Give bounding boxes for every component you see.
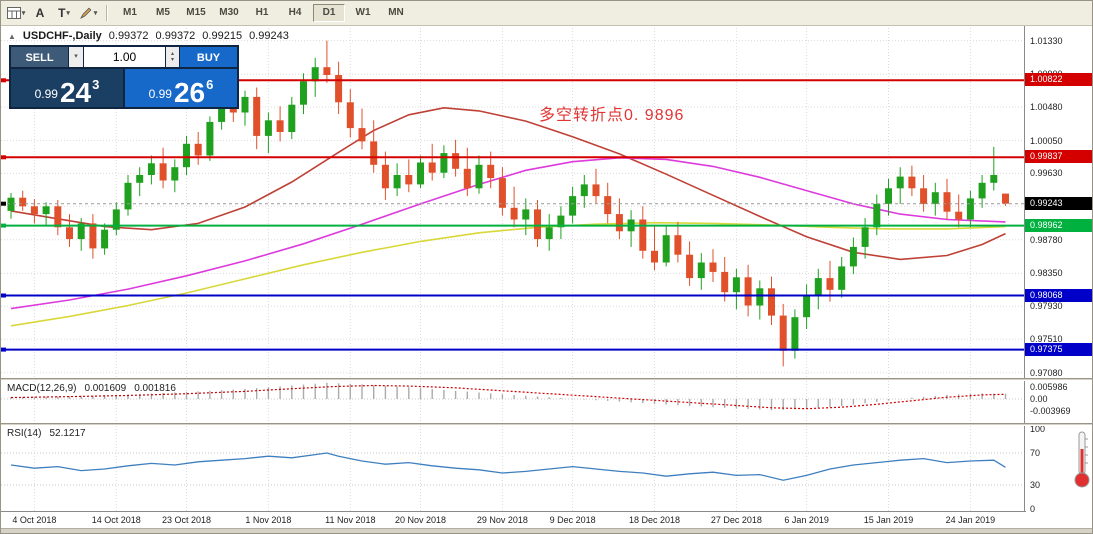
stepper-up-icon[interactable]: ▴ xyxy=(170,51,174,57)
date-axis-label: 14 Oct 2018 xyxy=(91,515,141,525)
macd-value-main: 0.001609 xyxy=(84,383,127,394)
chevron-down-icon: ▾ xyxy=(93,10,98,17)
symbol-name: USDCHF-,Daily xyxy=(22,30,102,42)
macd-scale-label: 0.005986 xyxy=(1030,382,1068,392)
date-axis-label: 4 Oct 2018 xyxy=(12,515,57,525)
sell-button[interactable]: SELL xyxy=(11,47,68,67)
collapse-trade-panel-button[interactable]: ▲ xyxy=(8,31,16,41)
sell-price-prefix: 0.99 xyxy=(34,87,58,101)
timeframe-button-h1[interactable]: H1 xyxy=(255,7,269,18)
lot-size-input[interactable] xyxy=(84,47,165,67)
lot-size-stepper[interactable]: ▴ ▾ xyxy=(166,47,179,67)
letter-t-icon: T xyxy=(58,6,66,20)
rsi-indicator-canvas[interactable] xyxy=(1,426,1026,511)
macd-title: MACD(12,26,9) xyxy=(7,383,77,394)
macd-indicator-canvas[interactable] xyxy=(1,381,1026,423)
rsi-value: 52.1217 xyxy=(49,428,86,439)
date-axis-label: 23 Oct 2018 xyxy=(161,515,212,525)
quote-low: 0.99215 xyxy=(202,30,243,42)
sell-price-big-digits: 24 xyxy=(59,77,92,109)
sell-price-display[interactable]: 0.99 24 3 xyxy=(11,69,123,107)
timeframe-button-m30[interactable]: M30 xyxy=(219,7,239,18)
timeframe-button-m1[interactable]: M1 xyxy=(123,7,137,18)
price-level-label: 0.98068 xyxy=(1025,288,1092,302)
date-axis-label: 18 Dec 2018 xyxy=(628,515,681,525)
timeframe-button-m15[interactable]: M15 xyxy=(186,7,206,18)
price-level-label: 0.98962 xyxy=(1025,218,1092,232)
macd-label: MACD(12,26,9) 0.001609 0.001816 xyxy=(7,383,176,394)
chevron-down-icon: ▾ xyxy=(21,10,26,17)
price-level-label: 0.99837 xyxy=(1025,150,1092,164)
date-axis-label: 11 Nov 2018 xyxy=(325,515,376,525)
timeframe-button-d1[interactable]: D1 xyxy=(313,4,345,22)
macd-scale-label: -0.003969 xyxy=(1030,405,1071,416)
quote-close: 0.99243 xyxy=(249,30,289,42)
price-tick-label: 1.01330 xyxy=(1030,35,1063,46)
buy-button[interactable]: BUY xyxy=(180,47,237,67)
price-tick-label: 0.97080 xyxy=(1030,367,1063,378)
symbol-header: ▲ USDCHF-,Daily 0.99372 0.99372 0.99215 … xyxy=(8,30,289,42)
date-axis-label: 15 Jan 2019 xyxy=(863,515,914,525)
date-axis-label: 27 Dec 2018 xyxy=(710,515,762,525)
window-bottom-strip xyxy=(1,528,1092,533)
macd-scale-label: 0.00 xyxy=(1030,394,1048,404)
date-axis-label: 6 Jan 2019 xyxy=(784,515,829,525)
date-axis-label: 20 Nov 2018 xyxy=(394,515,447,525)
timeframe-button-mn[interactable]: MN xyxy=(388,7,404,18)
quote-open: 0.99372 xyxy=(108,30,149,42)
panel-splitter[interactable] xyxy=(1,378,1092,381)
price-tick-label: 0.97930 xyxy=(1030,301,1063,312)
timeframe-button-w1[interactable]: W1 xyxy=(355,7,371,18)
buy-price-display[interactable]: 0.99 26 6 xyxy=(125,69,237,107)
chart-grid-icon[interactable]: ▾ xyxy=(5,3,27,23)
rsi-label: RSI(14) 52.1217 xyxy=(7,428,86,439)
date-axis-label: 9 Dec 2018 xyxy=(549,515,596,525)
price-tick-label: 0.98780 xyxy=(1030,234,1063,245)
sell-price-pip-sup: 3 xyxy=(92,77,100,92)
timeframe-button-m5[interactable]: M5 xyxy=(156,7,170,18)
rsi-scale-label: 100 xyxy=(1030,424,1046,434)
pencil-icon xyxy=(79,7,92,19)
timeframe-button-h4[interactable]: H4 xyxy=(288,7,302,18)
quote-high: 0.99372 xyxy=(155,30,196,42)
date-axis[interactable]: 4 Oct 2018 14 Oct 2018 23 Oct 2018 1 Nov 20… xyxy=(1,511,1026,528)
rsi-title: RSI(14) xyxy=(7,428,42,439)
chevron-down-icon: ▾ xyxy=(66,10,70,17)
toolbar-separator xyxy=(106,5,108,21)
timeframe-button-group: M1 M5 M15 M30 H1 H4 D1 W1 MN xyxy=(115,4,411,22)
grid-glyph xyxy=(6,7,21,19)
letter-a-icon: A xyxy=(35,6,45,20)
price-tick-label: 1.00050 xyxy=(1030,135,1063,146)
buy-price-prefix: 0.99 xyxy=(148,87,172,101)
text-label-tool-button[interactable]: A xyxy=(29,3,51,23)
panel-splitter[interactable] xyxy=(1,423,1092,426)
thermometer-indicator-icon xyxy=(1074,431,1090,488)
draw-tool-button[interactable]: ▾ xyxy=(77,3,99,23)
date-axis-label: 24 Jan 2019 xyxy=(945,515,996,525)
sell-options-dropdown[interactable]: ▾ xyxy=(69,47,83,67)
price-level-label: 0.97375 xyxy=(1025,342,1092,356)
price-level-label: 1.00822 xyxy=(1025,73,1092,87)
text-tool-button[interactable]: T ▾ xyxy=(53,3,75,23)
buy-price-big-digits: 26 xyxy=(173,77,206,109)
date-axis-label: 29 Nov 2018 xyxy=(476,515,528,525)
price-tick-label: 0.97510 xyxy=(1030,334,1063,345)
buy-price-pip-sup: 6 xyxy=(206,77,214,92)
date-axis-label: 1 Nov 2018 xyxy=(245,515,292,525)
price-tick-label: 0.99630 xyxy=(1030,168,1063,179)
price-tick-label: 0.98350 xyxy=(1030,268,1063,279)
rsi-scale-label: 0 xyxy=(1030,504,1036,514)
rsi-scale-label: 70 xyxy=(1030,448,1041,458)
stepper-down-icon[interactable]: ▾ xyxy=(170,57,174,63)
one-click-trading-panel: SELL ▾ ▴ ▾ BUY 0.99 24 3 0.99 26 6 xyxy=(9,45,239,109)
macd-value-signal: 0.001816 xyxy=(134,383,176,394)
price-tick-label: 1.00480 xyxy=(1030,102,1063,112)
chart-annotation-text: 多空转折点0. 9896 xyxy=(539,107,685,124)
toolbar: ▾ A T ▾ ▾ M1 M5 M15 M30 H1 H4 D1 W1 MN xyxy=(1,1,1092,26)
rsi-scale-label: 30 xyxy=(1030,480,1041,490)
price-level-label: 0.99243 xyxy=(1025,196,1092,210)
